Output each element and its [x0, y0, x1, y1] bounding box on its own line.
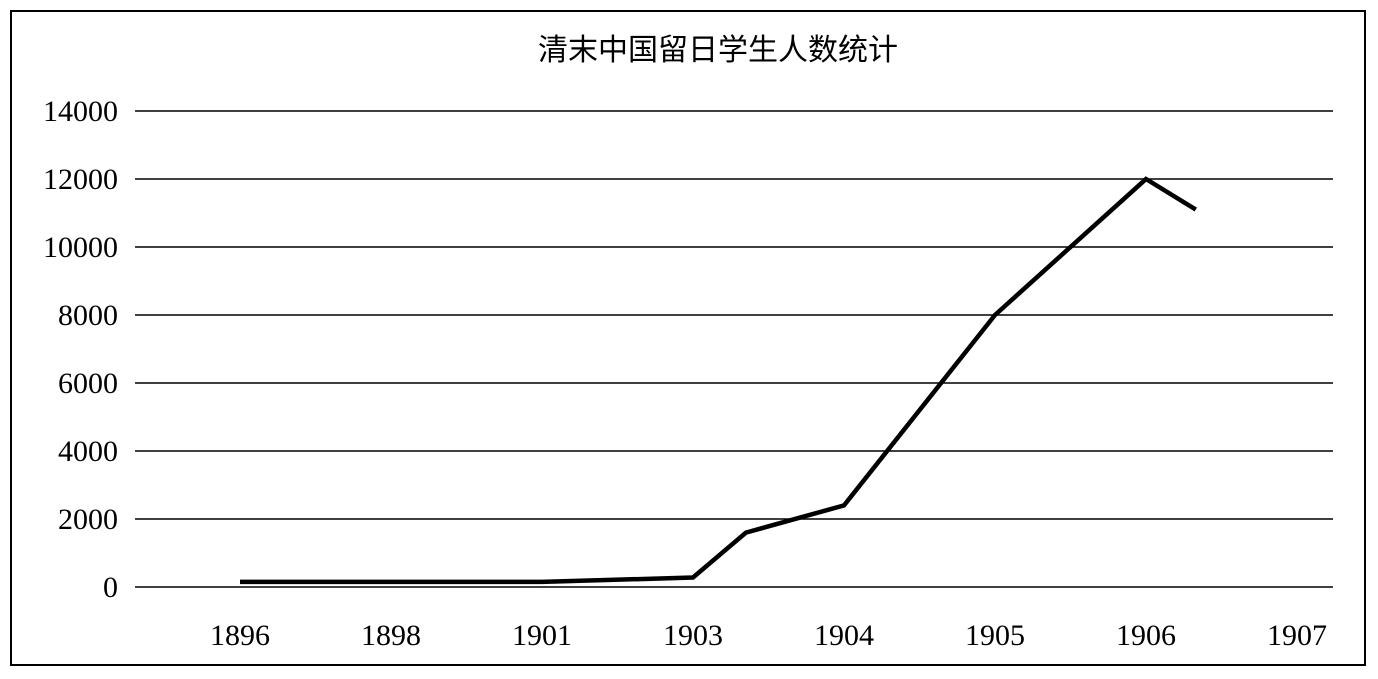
- series-line: [240, 176, 1197, 585]
- x-tick-label: 1903: [663, 619, 723, 652]
- y-tick-label: 10000: [43, 231, 118, 264]
- y-tick-label: 12000: [43, 163, 118, 196]
- x-tick-label: 1906: [1116, 619, 1176, 652]
- y-tick-label: 2000: [58, 503, 118, 536]
- y-tick-label: 8000: [58, 299, 118, 332]
- y-tick-label: 4000: [58, 435, 118, 468]
- x-tick-label: 1907: [1267, 619, 1327, 652]
- x-tick-label: 1901: [512, 619, 572, 652]
- x-tick-label: 1896: [210, 619, 270, 652]
- x-tick-label: 1904: [814, 619, 874, 652]
- x-tick-label: 1905: [965, 619, 1025, 652]
- y-tick-label: 14000: [43, 95, 118, 128]
- x-tick-label: 1898: [361, 619, 421, 652]
- chart-frame: [10, 10, 1366, 666]
- x-axis-ticks: 1896 1898 1901 1903 1904 1905 1906 1907: [210, 619, 1327, 652]
- y-tick-label: 0: [103, 571, 118, 604]
- y-tick-label: 6000: [58, 367, 118, 400]
- series-layer: [240, 176, 1197, 585]
- y-axis-ticks: 0 2000 4000 6000 8000 10000 12000 14000: [43, 95, 118, 604]
- grid-layer: [135, 110, 1333, 588]
- chart-title: 清末中国留日学生人数统计: [538, 33, 898, 68]
